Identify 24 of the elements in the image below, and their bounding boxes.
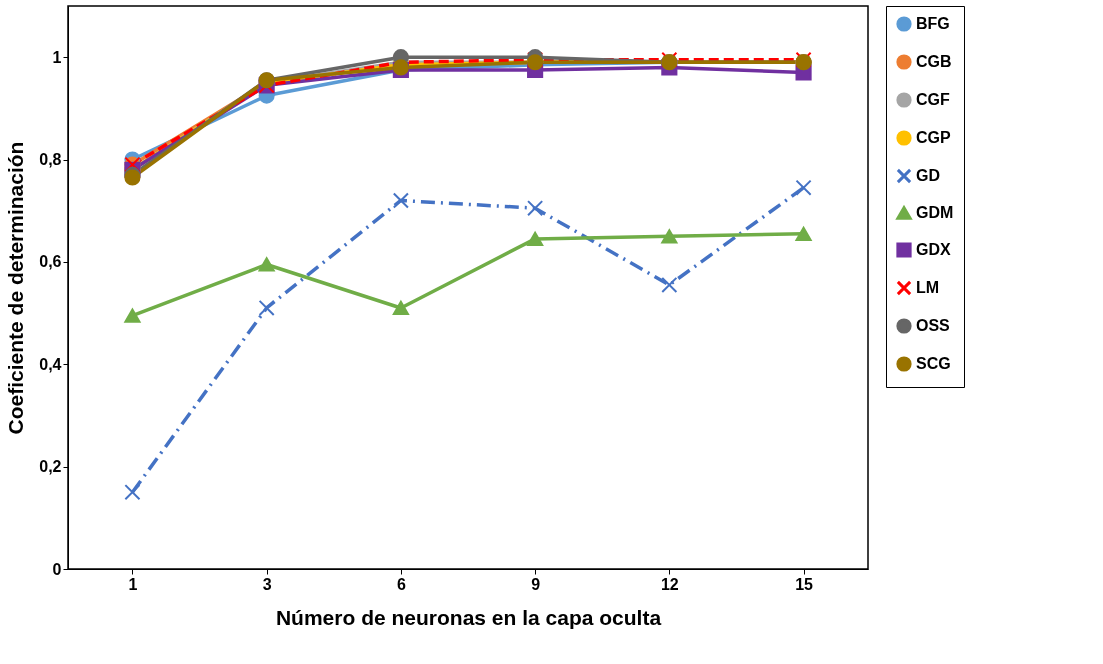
y-tick-label: 1	[52, 48, 62, 66]
x-tick-label: 1	[128, 575, 138, 593]
y-tick-label: 0,6	[39, 253, 62, 271]
legend-label: GDX	[916, 241, 951, 258]
y-axis-title: Coeficiente de determinación	[4, 141, 28, 435]
x-axis-title: Número de neuronas en la capa oculta	[275, 605, 662, 629]
legend-label: SCG	[916, 355, 951, 372]
x-tick-label: 3	[262, 575, 272, 593]
x-tick-label: 6	[396, 575, 406, 593]
y-tick-label: 0,4	[39, 355, 62, 373]
legend-label: LM	[916, 279, 940, 296]
y-tick-label: 0,2	[39, 458, 62, 476]
legend-label: CGB	[916, 53, 952, 70]
x-tick-label: 12	[660, 575, 679, 593]
x-tick-label: 9	[531, 575, 541, 593]
legend-label: GD	[916, 167, 940, 184]
y-tick-label: 0,8	[39, 151, 62, 169]
legend-label: CGP	[916, 129, 951, 146]
legend-label: CGF	[916, 91, 950, 108]
legend-label: BFG	[916, 15, 950, 32]
legend-label: GDM	[916, 204, 954, 221]
legend-label: OSS	[916, 317, 951, 334]
y-tick-label: 0	[52, 560, 62, 578]
x-tick-label: 15	[795, 575, 814, 593]
